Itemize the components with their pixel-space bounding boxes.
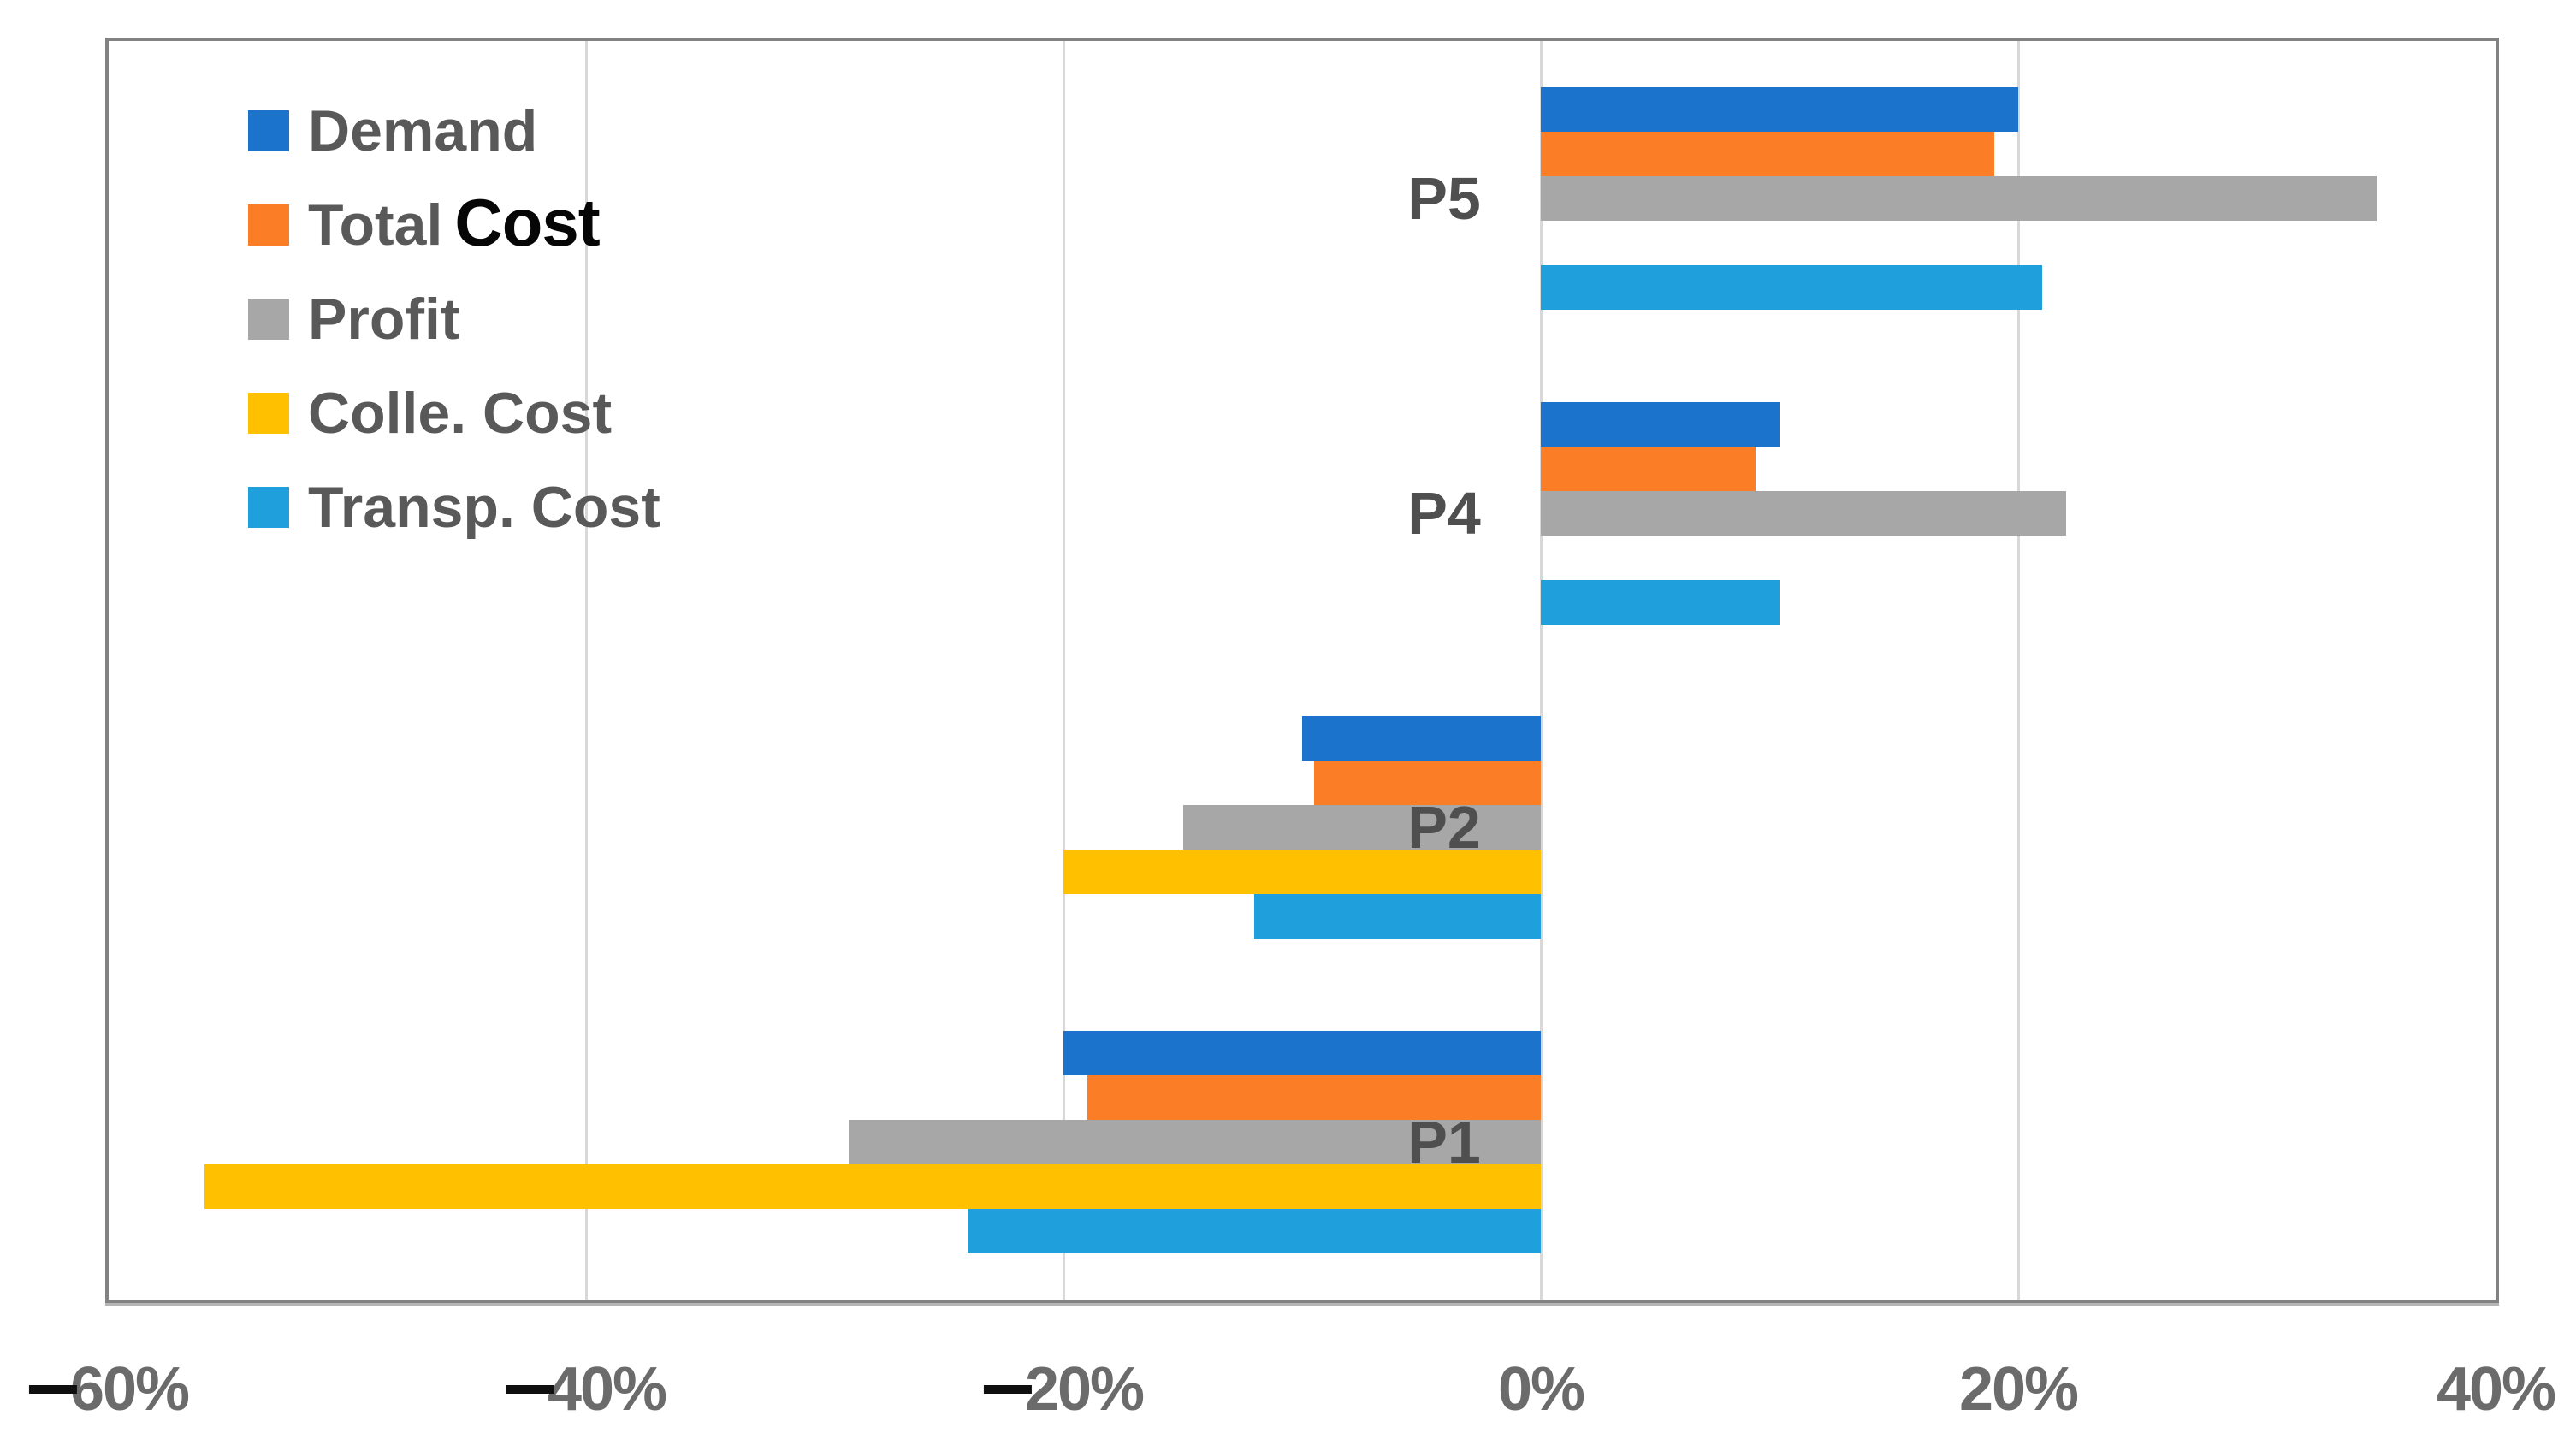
bar-transp-cost-p1 [968,1209,1541,1254]
bar-total-cost-p2 [1313,761,1541,806]
gridline--40 [584,41,588,1300]
legend-item-transp-cost: Transp. Cost [248,460,660,554]
legend-label: Total [308,192,443,258]
minus-overlay-icon [506,1385,554,1394]
legend-label: Colle. Cost [308,381,613,446]
x-tick-number: 20% [1024,1355,1145,1424]
bar-transp-cost-p2 [1254,894,1541,939]
category-label-p5: P5 [1407,164,1481,232]
legend-swatch-icon [248,299,289,340]
legend-item-total-cost: Total Cost [248,178,660,272]
legend-label: Demand [308,98,538,163]
legend-label: Transp. Cost [308,475,660,540]
legend-label-overlay: Cost [454,184,600,260]
bar-profit-p2 [1182,805,1541,850]
bar-colle-cost-p1 [204,1164,1541,1210]
bar-total-cost-p5 [1541,131,1995,176]
x-tick-number: 60% [69,1355,190,1424]
x-tick-label--20: 20% [983,1355,1145,1424]
gridline-0 [1539,41,1543,1300]
x-tick-label-0: 0% [1497,1355,1585,1424]
bar-transp-cost-p5 [1541,264,2042,310]
x-tick-number: 0% [1497,1355,1585,1424]
minus-overlay-icon [983,1385,1032,1394]
category-label-p1: P1 [1407,1109,1481,1176]
bar-demand-p2 [1302,716,1541,761]
bar-total-cost-p4 [1541,446,1756,491]
bar-demand-p5 [1541,86,2018,132]
legend-item-demand: Demand [248,84,660,178]
gridline--20 [1062,41,1065,1300]
legend: Demand Total Cost Profit Colle. Cost Transp. … [248,84,660,554]
x-tick-number: 20% [1958,1355,2079,1424]
x-tick-label--60: 60% [28,1355,190,1424]
x-tick-label-40: 40% [2436,1355,2556,1424]
category-label-p4: P4 [1407,479,1481,547]
bar-demand-p4 [1541,401,1780,447]
x-tick-label--40: 40% [506,1355,667,1424]
bar-profit-p5 [1541,175,2377,221]
x-tick-number: 40% [547,1355,667,1424]
bar-total-cost-p1 [1087,1075,1541,1121]
bar-profit-p4 [1541,490,2066,536]
bar-transp-cost-p4 [1541,579,1780,625]
minus-overlay-icon [28,1385,77,1394]
x-tick-label-20: 20% [1958,1355,2079,1424]
plot-area: P5 P4 P2 P1 Demand Total Cost Profit Colle. Cos… [105,38,2499,1303]
legend-swatch-icon [248,204,289,246]
bar-profit-p1 [848,1120,1541,1165]
x-tick-number: 40% [2436,1355,2556,1424]
legend-item-profit: Profit [248,272,660,366]
legend-label: Profit [308,287,460,352]
legend-swatch-icon [248,110,289,151]
bar-colle-cost-p2 [1063,850,1541,895]
gridline-20 [2016,41,2020,1300]
legend-swatch-icon [248,393,289,434]
category-label-p2: P2 [1407,794,1481,862]
legend-swatch-icon [248,487,289,528]
bar-demand-p1 [1063,1031,1541,1076]
legend-item-colle-cost: Colle. Cost [248,366,660,460]
